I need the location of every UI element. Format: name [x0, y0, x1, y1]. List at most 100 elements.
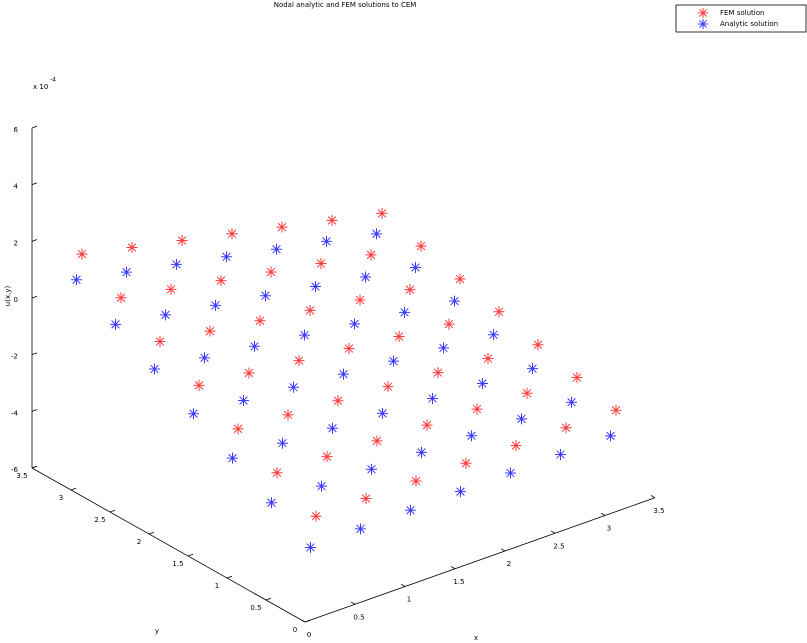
legend-marker [698, 19, 708, 29]
data-point [415, 240, 427, 252]
data-point [232, 423, 244, 435]
data-point [416, 446, 427, 458]
y-tick [109, 509, 116, 513]
data-point [404, 284, 416, 296]
z-tick [31, 295, 38, 299]
y-tick-label: 1 [215, 582, 219, 590]
data-point [271, 243, 282, 255]
y-tick [265, 597, 272, 601]
data-point [449, 295, 460, 307]
z-tick-label: 6 [14, 126, 19, 134]
data-point [293, 355, 305, 367]
data-point [532, 339, 544, 351]
data-point [316, 480, 327, 492]
data-point [527, 363, 538, 375]
legend-label: Analytic solution [720, 20, 778, 28]
data-point [276, 221, 288, 233]
x-tick-label: 3 [607, 525, 611, 533]
z-tick-label: 2 [14, 239, 18, 247]
z-tick-label: -2 [11, 353, 18, 361]
data-point [188, 408, 199, 420]
data-point [226, 228, 238, 240]
data-point [355, 523, 366, 535]
data-point [165, 283, 177, 295]
data-point [605, 430, 616, 442]
data-point [399, 306, 410, 318]
y-tick [226, 575, 233, 579]
y-tick-label: 0 [293, 626, 297, 634]
data-point [160, 309, 171, 321]
data-point [321, 451, 333, 463]
y-axis [31, 467, 306, 623]
x-axis [304, 497, 656, 623]
data-point [521, 387, 533, 399]
z-scale-exponent: -4 [50, 77, 56, 84]
x-tick [450, 566, 456, 570]
z-tick [31, 239, 38, 242]
data-point [110, 318, 121, 330]
x-tick-label: 0 [307, 631, 311, 639]
x-tick [350, 601, 356, 605]
data-point [360, 271, 371, 283]
data-point [326, 214, 338, 226]
data-point [115, 292, 127, 304]
data-point [488, 329, 499, 341]
data-point [288, 381, 299, 393]
data-point [199, 352, 210, 364]
data-point [365, 249, 377, 261]
data-point [466, 430, 477, 442]
data-point [282, 409, 294, 421]
data-point [176, 235, 188, 246]
data-point [299, 329, 310, 341]
data-point [376, 207, 388, 219]
data-point [249, 340, 260, 352]
x-tick [650, 495, 656, 499]
legend-label: FEM solution [720, 9, 764, 17]
x-tick [400, 583, 406, 587]
z-scale-label: x 10 [33, 83, 48, 91]
z-tick [31, 409, 38, 412]
data-point [215, 275, 227, 287]
data-point [360, 492, 372, 504]
data-point [477, 378, 488, 390]
data-point [171, 258, 182, 270]
x-tick [300, 619, 306, 623]
y-tick-label: 3.5 [16, 472, 27, 480]
data-point [260, 290, 271, 302]
data-point [421, 419, 433, 431]
data-point [371, 435, 383, 447]
data-point [121, 266, 132, 278]
data-point [382, 381, 394, 393]
data-point [516, 413, 527, 425]
data-point [354, 294, 366, 306]
y-tick-label: 2.5 [94, 516, 105, 524]
data-point [388, 355, 399, 367]
x-tick [600, 512, 606, 516]
data-point [349, 318, 360, 330]
data-point [443, 318, 455, 330]
y-tick [148, 531, 155, 535]
x-axis-label: x [474, 634, 478, 642]
z-tick-label: -6 [11, 466, 19, 474]
data-point [210, 299, 221, 311]
data-point [327, 422, 338, 434]
data-point [432, 367, 444, 379]
y-tick [187, 553, 194, 557]
data-point [377, 407, 388, 419]
data-point [271, 467, 283, 479]
z-tick [31, 125, 38, 129]
data-point [221, 251, 232, 263]
data-point [371, 228, 382, 240]
data-point [338, 368, 349, 380]
y-tick [304, 619, 311, 623]
y-tick-label: 2 [137, 538, 141, 546]
data-point [243, 367, 255, 379]
x-tick-label: 1 [407, 596, 411, 604]
data-point [76, 248, 88, 260]
z-tick [31, 465, 38, 469]
data-point [154, 336, 166, 348]
data-point [265, 266, 277, 278]
data-point [455, 486, 466, 498]
